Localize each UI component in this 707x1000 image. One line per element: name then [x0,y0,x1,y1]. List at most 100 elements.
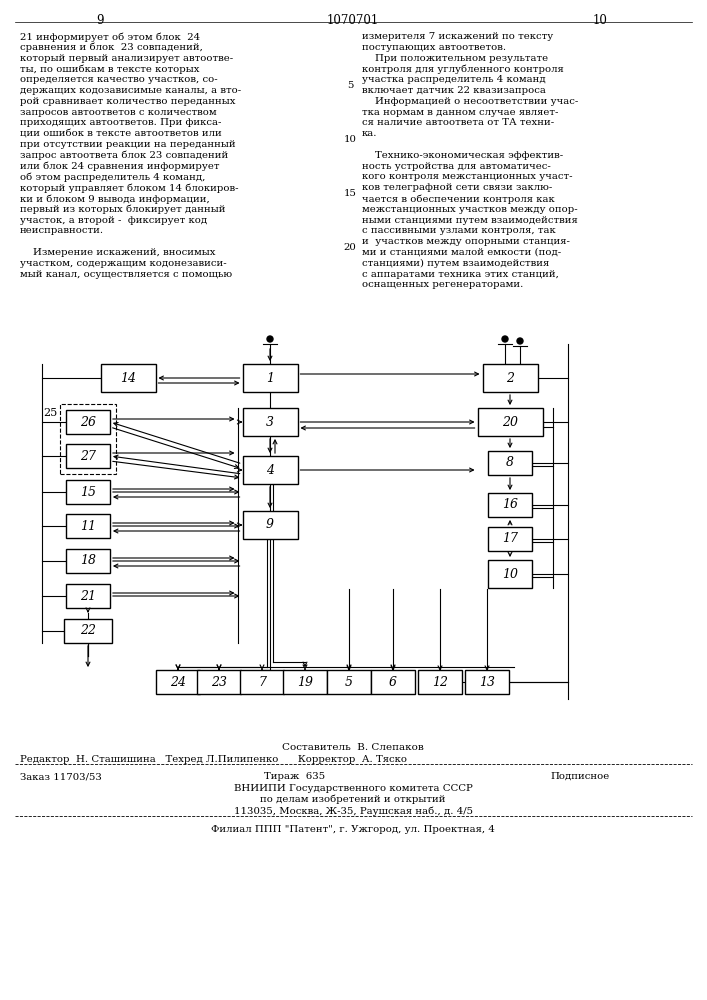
Text: Редактор  Н. Сташишина   Техред Л.Пилипенко      Корректор  А. Тяско: Редактор Н. Сташишина Техред Л.Пилипенко… [20,755,407,764]
Text: 10: 10 [502,568,518,580]
Bar [240,670,284,694]
Text: 21: 21 [80,589,96,602]
Bar [243,511,298,539]
Bar [327,670,371,694]
Bar [488,527,532,551]
Text: первый из которых блокирует данный: первый из которых блокирует данный [20,205,226,214]
Text: Филиал ППП "Патент", г. Ужгород, ул. Проектная, 4: Филиал ППП "Патент", г. Ужгород, ул. Про… [211,825,495,834]
Bar [243,364,298,392]
Text: 6: 6 [389,676,397,688]
Text: 17: 17 [502,532,518,546]
Text: с аппаратами техника этих станций,: с аппаратами техника этих станций, [362,270,559,279]
Text: ВНИИПИ Государственного комитета СССР: ВНИИПИ Государственного комитета СССР [233,784,472,793]
Bar [66,480,110,504]
Text: 27: 27 [80,450,96,462]
Text: и  участков между опорными станция-: и участков между опорными станция- [362,237,570,246]
Text: станциями) путем взаимодействия: станциями) путем взаимодействия [362,259,549,268]
Text: При положительном результате: При положительном результате [362,54,548,63]
Text: 23: 23 [211,676,227,688]
Text: измерителя 7 искажений по тексту: измерителя 7 искажений по тексту [362,32,554,41]
Text: Технико-экономическая эффектив-: Технико-экономическая эффектив- [362,151,563,160]
Text: 13: 13 [479,676,495,688]
Text: поступающих автоответов.: поступающих автоответов. [362,43,506,52]
Text: 14: 14 [120,371,136,384]
Bar [64,619,112,643]
Bar [243,456,298,484]
Bar [488,560,532,588]
Text: 20: 20 [502,416,518,428]
Text: 2: 2 [506,371,514,384]
Text: запросов автоответов с количеством: запросов автоответов с количеством [20,108,216,117]
Text: 15: 15 [80,486,96,498]
Text: ков телеграфной сети связи заклю-: ков телеграфной сети связи заклю- [362,183,552,192]
Text: Подписное: Подписное [550,772,609,781]
Text: держащих кодозависимые каналы, а вто-: держащих кодозависимые каналы, а вто- [20,86,241,95]
Text: 8: 8 [506,456,514,470]
Text: 25: 25 [44,408,58,418]
Bar [418,670,462,694]
Circle shape [517,338,523,344]
Text: контроля для углубленного контроля: контроля для углубленного контроля [362,64,563,74]
Text: 20: 20 [344,243,356,252]
Text: 3: 3 [266,416,274,428]
Bar [66,410,110,434]
Text: Измерение искажений, вносимых: Измерение искажений, вносимых [20,248,216,257]
Text: или блок 24 сравнения информирует: или блок 24 сравнения информирует [20,162,219,171]
Text: 21 информирует об этом блок  24: 21 информирует об этом блок 24 [20,32,200,41]
Bar [60,404,116,474]
Bar [477,408,542,436]
Text: Составитель  В. Слепаков: Составитель В. Слепаков [282,743,424,752]
Text: 7: 7 [258,676,266,688]
Text: 10: 10 [344,135,356,144]
Text: 5: 5 [347,81,354,90]
Text: 24: 24 [170,676,186,688]
Text: об этом распределитель 4 команд,: об этом распределитель 4 команд, [20,172,205,182]
Text: 9: 9 [266,518,274,532]
Text: при отсутствии реакции на переданный: при отсутствии реакции на переданный [20,140,235,149]
Text: 4: 4 [266,464,274,477]
Text: 19: 19 [297,676,313,688]
Text: 9: 9 [96,14,104,27]
Text: приходящих автоответов. При фикса-: приходящих автоответов. При фикса- [20,118,221,127]
Text: 1070701: 1070701 [327,14,379,27]
Text: чается в обеспечении контроля как: чается в обеспечении контроля как [362,194,555,204]
Text: Информацией о несоответствии учас-: Информацией о несоответствии учас- [362,97,578,106]
Circle shape [502,336,508,342]
Text: 16: 16 [502,498,518,512]
Text: Тираж  635: Тираж 635 [264,772,325,781]
Text: ки и блоком 9 вывода информации,: ки и блоком 9 вывода информации, [20,194,210,204]
Bar [66,584,110,608]
Bar [100,364,156,392]
Text: ми и станциями малой емкости (под-: ми и станциями малой емкости (под- [362,248,561,257]
Text: мый канал, осуществляется с помощью: мый канал, осуществляется с помощью [20,270,232,279]
Text: ся наличие автоответа от ТА техни-: ся наличие автоответа от ТА техни- [362,118,554,127]
Bar [66,444,110,468]
Text: 18: 18 [80,554,96,568]
Text: 15: 15 [344,189,356,198]
Text: ность устройства для автоматичес-: ность устройства для автоматичес- [362,162,551,171]
Text: 26: 26 [80,416,96,428]
Text: запрос автоответа блок 23 совпадений: запрос автоответа блок 23 совпадений [20,151,228,160]
Text: который управляет блоком 14 блокиров-: который управляет блоком 14 блокиров- [20,183,238,193]
Text: 12: 12 [432,676,448,688]
Text: участком, содержащим кодонезависи-: участком, содержащим кодонезависи- [20,259,227,268]
Bar [488,451,532,475]
Text: участка распределитель 4 команд: участка распределитель 4 команд [362,75,546,84]
Bar [482,364,537,392]
Bar [243,408,298,436]
Text: 22: 22 [80,624,96,638]
Bar [156,670,200,694]
Bar [283,670,327,694]
Text: участок, а второй -  фиксирует код: участок, а второй - фиксирует код [20,216,207,225]
Text: включает датчик 22 квазизапроса: включает датчик 22 квазизапроса [362,86,546,95]
Text: 1: 1 [266,371,274,384]
Text: ка.: ка. [362,129,378,138]
Bar [197,670,241,694]
Text: определяется качество участков, со-: определяется качество участков, со- [20,75,218,84]
Text: с пассивными узлами контроля, так: с пассивными узлами контроля, так [362,226,556,235]
Bar [465,670,509,694]
Text: межстанционных участков между опор-: межстанционных участков между опор- [362,205,578,214]
Bar [66,549,110,573]
Bar [488,493,532,517]
Text: по делам изобретений и открытий: по делам изобретений и открытий [260,795,445,804]
